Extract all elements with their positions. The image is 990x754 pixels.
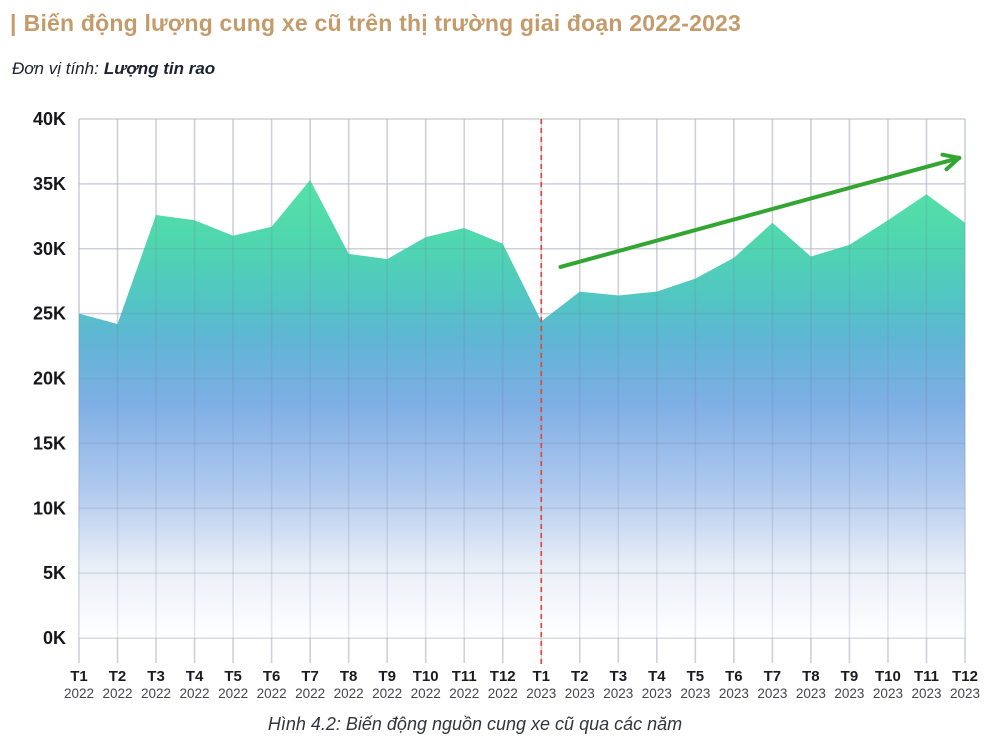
x-tick-year: 2023 bbox=[834, 686, 864, 701]
x-tick-year: 2022 bbox=[334, 686, 364, 701]
x-tick-year: 2022 bbox=[295, 686, 325, 701]
x-tick-month: T2 bbox=[109, 668, 127, 685]
x-tick-year: 2022 bbox=[218, 686, 248, 701]
title-accent-bar: | bbox=[10, 10, 17, 36]
x-tick-month: T12 bbox=[952, 668, 978, 685]
x-tick-month: T4 bbox=[648, 668, 666, 685]
x-tick-month: T7 bbox=[764, 668, 782, 685]
y-axis-label: 30K bbox=[33, 239, 66, 259]
y-axis-label: 5K bbox=[43, 563, 66, 583]
trend-arrow bbox=[558, 152, 962, 269]
x-tick-month: T9 bbox=[841, 668, 859, 685]
x-tick-year: 2022 bbox=[488, 686, 518, 701]
x-tick-month: T6 bbox=[725, 668, 743, 685]
x-tick-month: T4 bbox=[186, 668, 204, 685]
x-tick-month: T3 bbox=[610, 668, 628, 685]
x-tick-year: 2022 bbox=[411, 686, 441, 701]
x-tick-month: T5 bbox=[224, 668, 242, 685]
x-tick-month: T9 bbox=[378, 668, 396, 685]
supply-area-chart: 0K5K10K15K20K25K30K35K40KT12022T22022T32… bbox=[33, 109, 980, 701]
y-axis-label: 40K bbox=[33, 109, 66, 129]
y-axis-label: 10K bbox=[33, 498, 66, 518]
x-tick-month: T1 bbox=[70, 668, 88, 685]
y-axis-label: 0K bbox=[43, 628, 66, 648]
x-tick-month: T2 bbox=[571, 668, 589, 685]
y-axis-label: 20K bbox=[33, 369, 66, 389]
x-tick-year: 2023 bbox=[680, 686, 710, 701]
x-tick-month: T1 bbox=[533, 668, 551, 685]
x-tick-year: 2023 bbox=[873, 686, 903, 701]
area-series bbox=[79, 180, 965, 638]
x-tick-year: 2022 bbox=[180, 686, 210, 701]
x-tick-month: T6 bbox=[263, 668, 281, 685]
page-title-text: Biến động lượng cung xe cũ trên thị trườ… bbox=[23, 10, 742, 36]
x-tick-year: 2023 bbox=[565, 686, 595, 701]
x-tick-month: T11 bbox=[914, 668, 939, 685]
unit-label: Đơn vị tính: bbox=[12, 59, 99, 78]
x-tick-month: T10 bbox=[413, 668, 439, 685]
x-tick-year: 2022 bbox=[141, 686, 171, 701]
unit-value: Lượng tin rao bbox=[103, 59, 216, 78]
x-tick-year: 2023 bbox=[526, 686, 556, 701]
x-tick-month: T10 bbox=[875, 668, 901, 685]
y-axis-label: 25K bbox=[33, 304, 66, 324]
x-tick-year: 2023 bbox=[642, 686, 672, 701]
x-tick-month: T12 bbox=[490, 668, 516, 685]
x-tick-year: 2023 bbox=[719, 686, 749, 701]
figure-caption: Hình 4.2: Biến động nguồn cung xe cũ qua… bbox=[267, 714, 683, 734]
x-tick-year: 2023 bbox=[757, 686, 787, 701]
x-tick-month: T3 bbox=[147, 668, 165, 685]
x-tick-year: 2023 bbox=[950, 686, 980, 701]
x-tick-month: T11 bbox=[452, 668, 477, 685]
x-tick-year: 2023 bbox=[796, 686, 826, 701]
x-tick-year: 2022 bbox=[102, 686, 132, 701]
y-axis-label: 35K bbox=[33, 174, 66, 194]
x-tick-year: 2023 bbox=[911, 686, 941, 701]
x-tick-year: 2022 bbox=[257, 686, 287, 701]
x-tick-year: 2022 bbox=[449, 686, 479, 701]
x-tick-year: 2023 bbox=[603, 686, 633, 701]
page-title: | Biến động lượng cung xe cũ trên thị trư… bbox=[0, 0, 990, 37]
x-tick-year: 2022 bbox=[372, 686, 402, 701]
x-tick-month: T8 bbox=[340, 668, 358, 685]
x-tick-month: T7 bbox=[301, 668, 319, 685]
unit-note: Đơn vị tính: Lượng tin rao bbox=[0, 37, 990, 79]
x-tick-month: T8 bbox=[802, 668, 820, 685]
x-tick-month: T5 bbox=[687, 668, 705, 685]
y-axis-label: 15K bbox=[33, 433, 66, 453]
x-tick-year: 2022 bbox=[64, 686, 94, 701]
